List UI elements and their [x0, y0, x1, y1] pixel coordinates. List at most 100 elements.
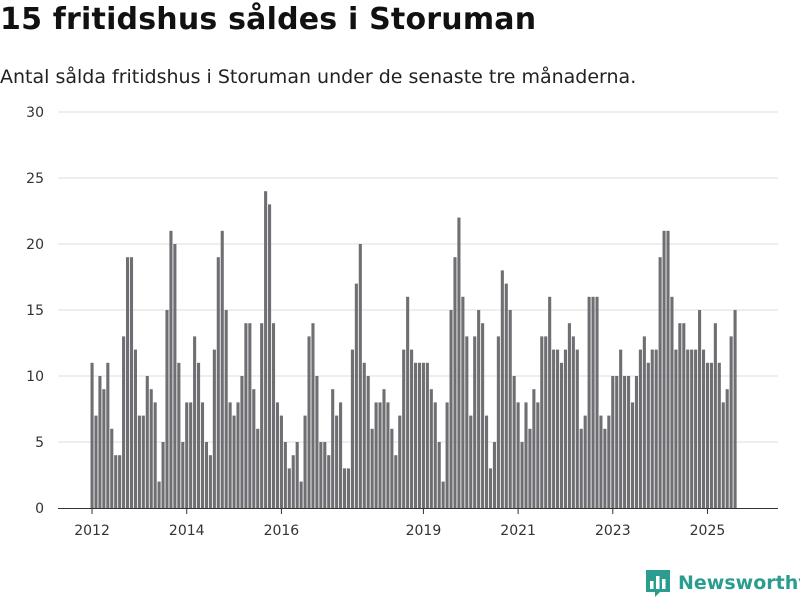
bar	[161, 442, 165, 508]
bar	[634, 376, 639, 508]
bar	[252, 389, 256, 508]
bar	[244, 323, 248, 508]
bar	[126, 257, 130, 508]
bar	[145, 376, 149, 508]
bar	[690, 349, 694, 508]
bar	[729, 336, 733, 508]
bar	[500, 270, 504, 508]
bar	[390, 428, 394, 508]
bar	[662, 230, 666, 509]
bar	[709, 362, 713, 508]
bar	[339, 402, 343, 508]
bar	[701, 349, 706, 508]
bar	[402, 349, 406, 508]
bar	[492, 442, 496, 508]
bar	[185, 402, 189, 508]
bar	[540, 336, 544, 508]
y-tick-label-20: 20	[26, 237, 44, 253]
bar	[335, 415, 339, 508]
bar	[670, 296, 674, 508]
bar	[615, 376, 619, 508]
bar	[260, 323, 264, 508]
bar	[627, 376, 631, 508]
bar	[165, 310, 169, 508]
bar	[642, 336, 646, 508]
bar	[567, 323, 571, 508]
x-tick-label-2025: 2025	[690, 523, 726, 539]
bar	[413, 362, 418, 508]
bar	[193, 336, 197, 508]
bar	[118, 455, 122, 508]
bar	[686, 349, 690, 508]
bar	[556, 349, 560, 508]
bar	[425, 362, 429, 508]
bar	[216, 257, 220, 508]
bar	[295, 442, 299, 508]
bar	[599, 415, 603, 508]
bar	[224, 310, 228, 508]
y-tick-label-25: 25	[26, 171, 44, 187]
newsworthy-logo-text: Newsworthy	[678, 572, 800, 594]
y-tick-label-30: 30	[26, 105, 44, 121]
bar	[433, 402, 437, 508]
bar	[717, 362, 721, 508]
bar	[417, 362, 422, 508]
bar	[559, 362, 564, 508]
bar	[552, 349, 556, 508]
bar	[512, 376, 516, 508]
bar	[177, 362, 181, 508]
bar	[571, 336, 575, 508]
y-tick-label-15: 15	[26, 303, 44, 319]
bar	[315, 376, 319, 508]
bar	[323, 442, 327, 508]
bar	[658, 257, 662, 508]
bar	[386, 402, 390, 508]
bar	[299, 481, 303, 508]
y-axis-ticks: 0 5 10 15 20 25 30	[26, 105, 44, 517]
bar	[264, 191, 268, 508]
annotations: 15	[734, 0, 752, 4]
y-tick-label-0: 0	[35, 501, 44, 517]
bar	[220, 230, 224, 509]
x-axis-ticks: 2012 2014 2016 2019 2021 2023 2025	[74, 509, 725, 539]
bar	[275, 402, 280, 508]
x-tick-label-2019: 2019	[406, 523, 442, 539]
bar	[410, 349, 414, 508]
bar	[725, 389, 729, 508]
bar	[374, 402, 378, 508]
bar	[705, 362, 710, 508]
bar	[528, 428, 532, 508]
x-tick-label-2014: 2014	[169, 523, 205, 539]
bar	[544, 336, 548, 508]
bar	[682, 323, 686, 508]
bar	[619, 349, 623, 508]
bar	[319, 442, 323, 508]
bar	[370, 428, 374, 508]
bars	[90, 191, 737, 509]
bar	[575, 349, 579, 508]
bar	[268, 204, 272, 508]
bar	[114, 455, 118, 508]
bar	[583, 415, 587, 508]
bar	[548, 296, 552, 508]
bar	[236, 402, 240, 508]
bar	[291, 455, 295, 508]
bar	[256, 428, 260, 508]
bar	[212, 349, 216, 508]
bar	[481, 323, 485, 508]
bar	[208, 455, 212, 508]
bar	[279, 415, 283, 508]
bar	[366, 376, 370, 508]
bar	[623, 376, 627, 508]
bar	[137, 415, 141, 508]
bar	[354, 283, 358, 508]
bar	[129, 257, 134, 508]
y-tick-label-5: 5	[35, 435, 44, 451]
bar	[90, 362, 94, 508]
bar	[733, 310, 737, 508]
bar	[204, 442, 209, 508]
bar	[394, 455, 398, 508]
bar	[694, 349, 698, 508]
bar	[240, 376, 244, 508]
